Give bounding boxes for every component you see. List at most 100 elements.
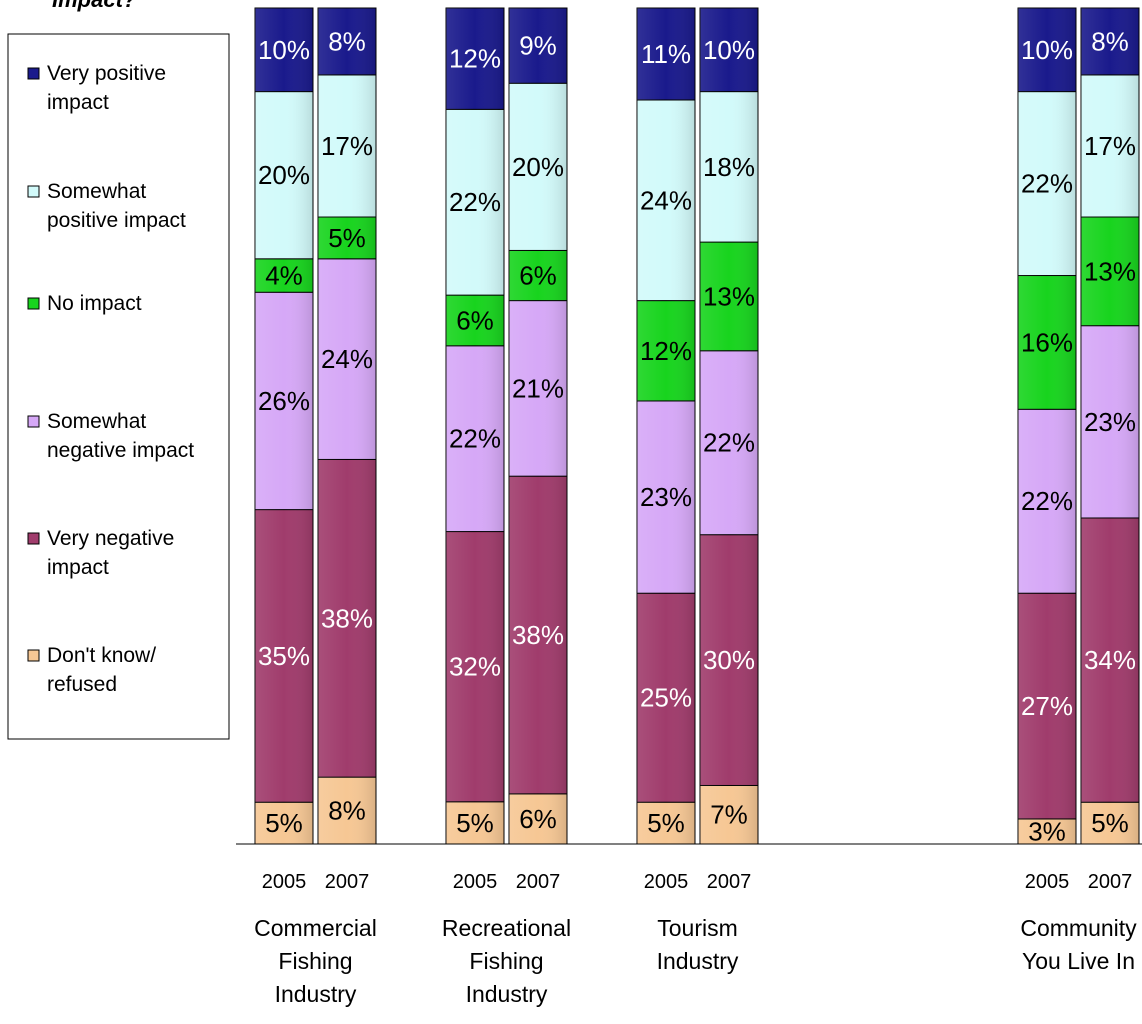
data-label: 24% [640, 185, 692, 215]
bar-segment-shade [637, 99, 695, 301]
bar-segment-shade [1018, 593, 1076, 819]
bar-segment-shade [509, 793, 567, 844]
legend-label-somewhat_positive: positive impact [47, 209, 186, 232]
data-label: 38% [512, 620, 564, 650]
bar-segment-shade [255, 292, 313, 510]
bars: 5% 35% 26% 4% 20% 10% 8% 38% 24% 5% 17% 8% 5% 32% 22% 6… [254, 7, 1140, 846]
bar-segment-shade [637, 8, 695, 100]
legend-label-very_positive: Very positive [47, 62, 166, 85]
bar-segment-shade [1081, 217, 1139, 326]
legend-swatch-very_positive [27, 67, 40, 80]
category-label: Community [1020, 915, 1137, 941]
bar-segment-shade [700, 91, 758, 243]
legend-swatch-somewhat_negative [27, 415, 40, 428]
data-label: 8% [328, 26, 366, 56]
category-label: Industry [657, 948, 739, 974]
year-tick-label: 2007 [1088, 871, 1133, 893]
category-label: You Live In [1022, 948, 1135, 974]
data-label: 9% [519, 31, 557, 61]
bar-segment-shade [637, 400, 695, 594]
legend: Very positive impact Somewhat positive impa… [7, 33, 230, 740]
bar-segment-shade [318, 217, 376, 259]
data-label: 10% [1021, 35, 1073, 65]
data-label: 22% [703, 428, 755, 458]
data-label: 26% [258, 386, 310, 416]
data-label: 20% [512, 152, 564, 182]
bar-segment-shade [637, 802, 695, 844]
data-label: 30% [703, 645, 755, 675]
category-label: Industry [466, 981, 548, 1007]
data-label: 24% [321, 344, 373, 374]
data-label: 10% [258, 35, 310, 65]
bar-segment-shade [700, 785, 758, 844]
legend-label-somewhat_negative: Somewhat [47, 410, 146, 433]
bar-segment-shade [446, 295, 504, 346]
data-label: 7% [710, 800, 748, 830]
data-label: 34% [1084, 645, 1136, 675]
legend-swatch-very_negative [27, 532, 40, 545]
bar-segment-shade [700, 8, 758, 92]
data-label: 17% [321, 131, 373, 161]
data-label: 13% [1084, 256, 1136, 286]
data-label: 22% [449, 424, 501, 454]
bar-segment-shade [1018, 818, 1076, 844]
bar-segment-shade [700, 534, 758, 786]
data-label: 16% [1021, 327, 1073, 357]
bar-segment-shade [318, 459, 376, 778]
bar-segment-shade [509, 83, 567, 251]
bar-segment-shade [255, 8, 313, 92]
year-tick-label: 2005 [262, 871, 307, 893]
data-label: 11% [641, 39, 691, 69]
year-tick-label: 2007 [325, 871, 370, 893]
x-axis: 2005 2007 Commercial Fishing Industry 2005 200… [236, 843, 1142, 1007]
data-label: 5% [265, 808, 303, 838]
bar-segment-shade [1018, 275, 1076, 410]
legend-label-very_negative: Very negative [47, 527, 174, 550]
data-label: 25% [640, 683, 692, 713]
year-tick-label: 2005 [1025, 871, 1070, 893]
legend-label-very_positive: impact [47, 91, 109, 114]
bar-segment-shade [1081, 802, 1139, 844]
legend-label-somewhat_negative: negative impact [47, 439, 194, 462]
bar-segment-shade [509, 8, 567, 84]
data-label: 8% [328, 796, 366, 826]
bar-segment-shade [637, 593, 695, 803]
legend-label-dont_know: Don't know/ [47, 644, 156, 667]
data-label: 22% [449, 187, 501, 217]
legend-label-no_impact: No impact [47, 292, 142, 315]
bar-segment-shade [318, 777, 376, 844]
data-label: 22% [1021, 169, 1073, 199]
legend-label-dont_know: refused [47, 673, 117, 696]
bar-segment-shade [637, 300, 695, 401]
data-label: 8% [1091, 26, 1129, 56]
bar-segment-shade [509, 300, 567, 477]
bar-segment-shade [318, 8, 376, 75]
bar-segment-shade [255, 509, 313, 803]
bar-segment-shade [1081, 74, 1139, 217]
bar-segment-shade [446, 109, 504, 296]
category-label: Recreational [442, 915, 571, 941]
bar-segment-shade [1081, 8, 1139, 75]
bar-segment-shade [446, 531, 504, 802]
year-tick-label: 2007 [707, 871, 752, 893]
bar-segment-shade [318, 74, 376, 217]
bar-segment-shade [255, 258, 313, 293]
bar-segment-shade [1018, 91, 1076, 276]
data-label: 38% [321, 603, 373, 633]
data-label: 6% [519, 804, 557, 834]
year-tick-label: 2005 [453, 871, 498, 893]
legend-label-very_negative: impact [47, 556, 109, 579]
bar-segment-shade [1081, 325, 1139, 518]
category-label: Fishing [278, 948, 352, 974]
data-label: 23% [1084, 407, 1136, 437]
legend-box [7, 33, 230, 740]
data-label: 12% [449, 44, 501, 74]
data-label: 6% [456, 305, 494, 335]
chart-title-fragment: Impact? [52, 0, 136, 12]
bar-segment-shade [700, 242, 758, 351]
category-label: Tourism [657, 915, 738, 941]
legend-swatch-no_impact [27, 297, 40, 310]
data-label: 10% [703, 35, 755, 65]
legend-label-somewhat_positive: Somewhat [47, 180, 146, 203]
